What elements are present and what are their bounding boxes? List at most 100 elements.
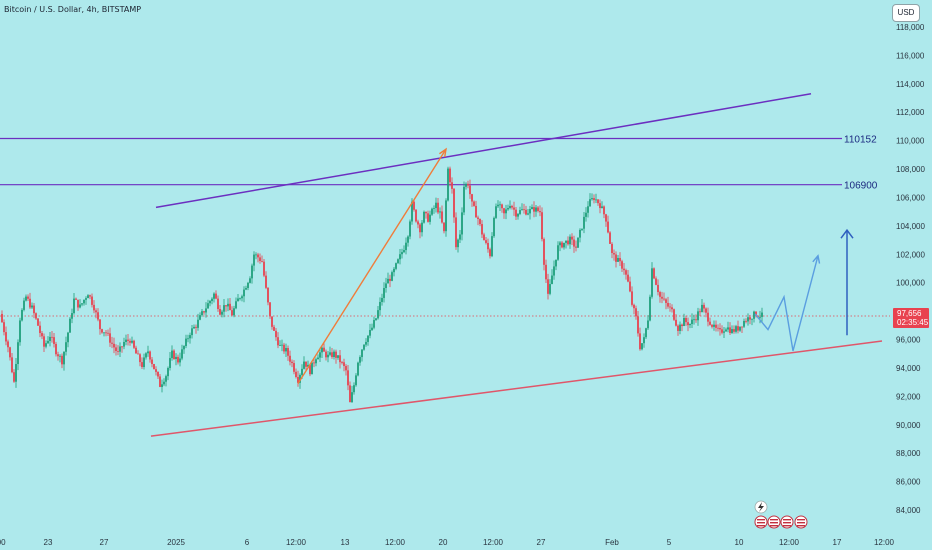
candle-body — [233, 308, 235, 316]
candle-body — [585, 212, 587, 217]
candle-body — [535, 207, 537, 212]
candle-body — [79, 304, 81, 308]
bar-countdown: 02:35:45 — [897, 318, 929, 327]
candle-body — [567, 240, 569, 245]
candle-body — [279, 345, 281, 347]
candle-body — [599, 203, 601, 209]
candle-body — [507, 208, 509, 210]
candle-body — [209, 300, 211, 304]
candle-body — [283, 344, 285, 352]
candle-body — [637, 316, 639, 334]
level-label: 106900 — [844, 181, 878, 192]
candle-body — [417, 221, 419, 225]
x-tick-label: Feb — [605, 538, 619, 547]
candle-body — [153, 364, 155, 370]
candle-body — [205, 308, 207, 313]
candle-body — [27, 296, 29, 299]
candle-body — [561, 242, 563, 248]
candle-body — [157, 371, 159, 377]
candle-body — [501, 204, 503, 209]
flag-stripe — [783, 519, 791, 521]
y-tick-label: 88,000 — [896, 449, 921, 458]
candle-body — [67, 332, 69, 343]
candle-body — [55, 343, 57, 355]
candle-body — [341, 362, 343, 363]
candle-body — [639, 333, 641, 350]
candle-body — [267, 287, 269, 303]
candle-body — [35, 313, 37, 319]
candle-body — [569, 236, 571, 245]
candle-body — [665, 299, 667, 303]
candle-body — [93, 304, 95, 311]
candle-body — [73, 298, 75, 314]
candle-body — [605, 214, 607, 222]
candle-body — [15, 364, 17, 382]
candle-body — [13, 372, 15, 382]
candle-body — [593, 198, 595, 200]
candle-body — [107, 332, 109, 334]
candle-body — [669, 306, 671, 308]
target-arrow-head — [840, 228, 854, 239]
candle-body — [125, 339, 127, 342]
candle-body — [393, 268, 395, 273]
candle-body — [723, 331, 725, 333]
x-tick-label: 13 — [341, 538, 350, 547]
candle-body — [681, 324, 683, 327]
candle-body — [659, 292, 661, 297]
candle-body — [399, 254, 401, 260]
candle-body — [419, 224, 421, 233]
candle-body — [699, 311, 701, 313]
candle-body — [75, 298, 77, 300]
candle-body — [85, 298, 87, 300]
candle-body — [505, 209, 507, 214]
candle-body — [263, 261, 265, 276]
candle-body — [513, 207, 515, 210]
candle-body — [231, 310, 233, 316]
candle-body — [703, 304, 705, 309]
candle-body — [167, 367, 169, 377]
candle-body — [147, 351, 149, 354]
candle-body — [29, 298, 31, 308]
candle-body — [463, 186, 465, 213]
candle-body — [437, 202, 439, 213]
candle-body — [123, 341, 125, 347]
candle-body — [199, 315, 201, 320]
candle-body — [655, 278, 657, 285]
candle-body — [753, 311, 755, 319]
candle-body — [133, 340, 135, 348]
last-price-label: 97,656 — [897, 309, 922, 318]
candle-body — [427, 213, 429, 222]
flag-stripe — [797, 525, 805, 527]
candle-body — [523, 209, 525, 211]
candle-body — [533, 207, 535, 212]
candle-body — [221, 311, 223, 315]
candle-body — [541, 212, 543, 240]
candle-body — [407, 236, 409, 243]
candle-body — [509, 205, 511, 209]
candle-body — [155, 369, 157, 372]
candle-body — [295, 371, 297, 378]
candle-body — [345, 366, 347, 371]
candle-body — [587, 206, 589, 213]
candle-body — [151, 359, 153, 365]
candle-body — [745, 320, 747, 322]
candle-body — [187, 338, 189, 340]
candle-body — [43, 336, 45, 347]
candle-body — [491, 236, 493, 257]
candle-body — [761, 312, 763, 317]
candle-body — [759, 316, 761, 318]
candle-body — [143, 357, 145, 367]
candle-body — [317, 357, 319, 360]
candle-body — [551, 275, 553, 285]
candle-body — [511, 205, 513, 208]
currency-button[interactable]: USD — [892, 4, 920, 22]
candle-body — [403, 250, 405, 253]
candle-body — [261, 261, 263, 262]
candle-body — [141, 362, 143, 367]
candle-body — [415, 209, 417, 222]
candle-body — [61, 355, 63, 365]
candle-body — [653, 268, 655, 279]
candle-body — [363, 344, 365, 350]
candle-body — [549, 284, 551, 294]
